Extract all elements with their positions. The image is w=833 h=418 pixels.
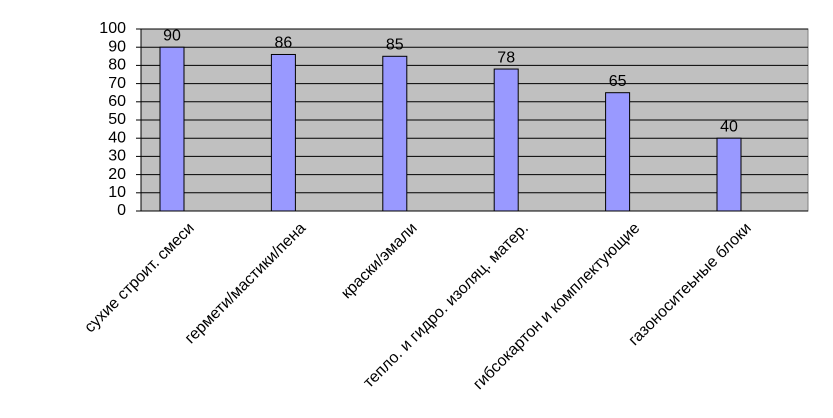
bar	[159, 46, 185, 212]
data-label: 86	[275, 35, 293, 52]
y-tick-label: 10	[108, 184, 126, 201]
y-tick-label: 60	[108, 93, 126, 110]
y-tick-label: 50	[108, 111, 126, 128]
y-tick-label: 0	[117, 202, 126, 219]
y-tick-label: 40	[108, 129, 126, 146]
bar	[382, 55, 408, 212]
x-tick-label: сухие строит. смеси	[81, 220, 197, 336]
bar	[493, 68, 519, 212]
y-tick-label: 80	[108, 57, 126, 74]
bar	[605, 92, 631, 212]
data-label: 40	[720, 118, 738, 135]
x-tick-label: гермети/мастики/пена	[182, 220, 310, 348]
x-tick-label: газоноситеьные блоки	[626, 220, 755, 349]
data-label: 78	[497, 49, 515, 66]
bar	[270, 53, 296, 212]
y-tick-label: 90	[108, 38, 126, 55]
y-tick-label: 30	[108, 148, 126, 165]
x-tick-label: краски/эмали	[338, 220, 420, 302]
data-label: 85	[386, 37, 404, 54]
y-tick-label: 20	[108, 166, 126, 183]
bar	[716, 137, 742, 212]
y-tick-label: 100	[99, 20, 126, 37]
y-tick-label: 70	[108, 75, 126, 92]
data-label: 65	[609, 73, 627, 90]
data-label: 90	[163, 27, 181, 44]
